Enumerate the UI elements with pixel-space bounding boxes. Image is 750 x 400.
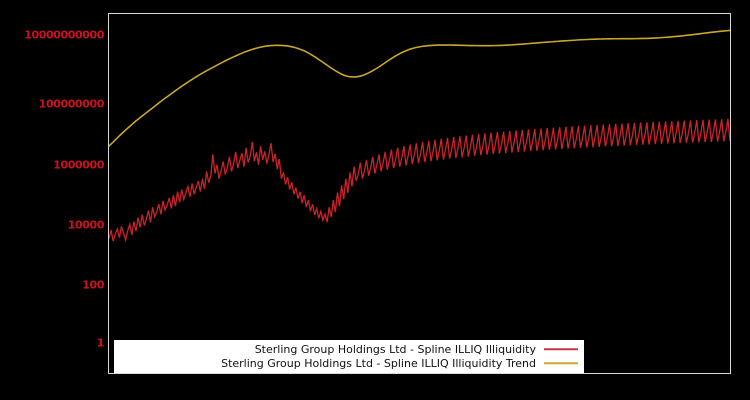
y-tick-label: 100 — [82, 278, 104, 292]
y-tick-label: 100000000 — [38, 97, 105, 111]
legend-line-swatch-illiquidity — [544, 344, 578, 354]
legend-item-label: Sterling Group Holdings Ltd - Spline ILL… — [254, 342, 536, 356]
chart-legend: Sterling Group Holdings Ltd - Spline ILL… — [114, 340, 584, 373]
legend-item-label: Sterling Group Holdings Ltd - Spline ILL… — [221, 356, 536, 370]
y-tick-label: 1 — [96, 336, 105, 350]
legend-item-illiquidity[interactable]: Sterling Group Holdings Ltd - Spline ILL… — [120, 342, 578, 356]
y-tick-label: 1000000 — [53, 158, 104, 172]
legend-line-swatch-trend — [544, 358, 578, 368]
y-axis-tick-labels: 10000000000 100000000 1000000 10000 100 … — [0, 0, 104, 400]
y-tick-label: 10000 — [67, 218, 105, 232]
legend-item-trend[interactable]: Sterling Group Holdings Ltd - Spline ILL… — [120, 356, 578, 370]
series-line-illiquidity — [109, 118, 730, 243]
plot-svg — [109, 29, 730, 243]
plot-area — [108, 13, 731, 374]
y-tick-label: 10000000000 — [24, 28, 104, 42]
series-line-trend — [109, 29, 730, 147]
